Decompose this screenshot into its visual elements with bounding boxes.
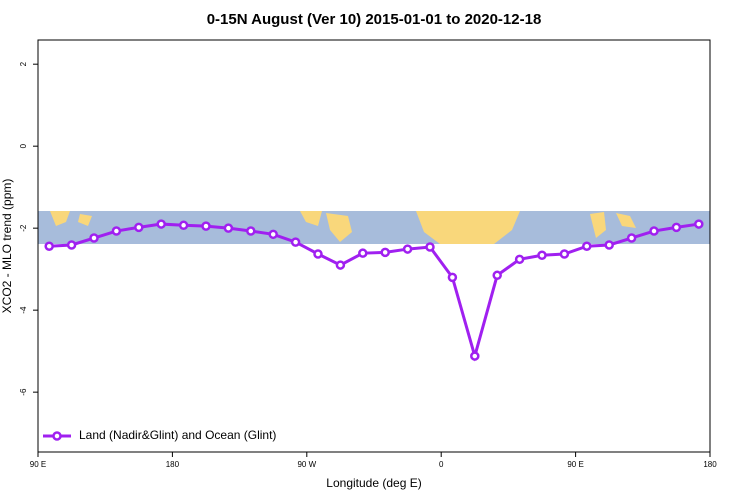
data-point: [156, 219, 166, 229]
data-point: [246, 226, 256, 236]
data-point: [268, 229, 278, 240]
data-point: [358, 248, 368, 258]
y-tick-label: 0: [19, 143, 28, 148]
data-point: [178, 220, 189, 231]
data-point: [582, 241, 592, 251]
data-point: [290, 237, 301, 247]
x-tick-label: 0: [439, 460, 444, 469]
x-tick-label: 180: [166, 460, 180, 469]
data-point: [134, 222, 144, 233]
data-point: [402, 244, 413, 254]
data-point: [44, 241, 54, 251]
legend-item: Land (Nadir&Glint) and Ocean (Glint): [43, 428, 276, 442]
y-tick-label: -2: [19, 224, 28, 232]
data-point: [335, 260, 346, 270]
data-point: [492, 270, 502, 281]
x-axis-label: Longitude (deg E): [326, 476, 421, 490]
data-point: [447, 272, 458, 283]
data-point: [514, 254, 525, 265]
legend-label: Land (Nadir&Glint) and Ocean (Glint): [79, 428, 276, 442]
plot-frame: [37, 39, 711, 453]
legend-marker: [52, 431, 62, 441]
data-point: [649, 226, 659, 236]
y-tick-label: 2: [19, 61, 28, 66]
data-point: [201, 221, 211, 231]
data-point: [671, 222, 682, 233]
data-point: [425, 242, 435, 252]
data-point: [380, 247, 390, 258]
data-point: [111, 226, 122, 236]
x-tick-label: 180: [703, 460, 717, 469]
data-point: [470, 351, 480, 361]
data-point: [604, 240, 614, 250]
map-band: [38, 211, 710, 244]
y-tick-label: -4: [19, 306, 28, 314]
x-tick-label: 90 W: [297, 460, 316, 469]
y-axis-label: XCO2 - MLO trend (ppm): [0, 179, 14, 314]
data-point: [559, 249, 570, 259]
x-tick-label: 90 E: [30, 460, 46, 469]
data-point: [66, 240, 77, 250]
chart-title: 0-15N August (Ver 10) 2015-01-01 to 2020…: [207, 11, 542, 28]
data-point: [223, 223, 234, 233]
data-point: [694, 219, 704, 229]
x-tick-label: 90 E: [567, 460, 583, 469]
data-point: [626, 233, 637, 243]
y-tick-label: -6: [19, 388, 28, 396]
data-point: [89, 233, 99, 243]
data-point: [313, 249, 323, 259]
data-point: [537, 250, 547, 260]
